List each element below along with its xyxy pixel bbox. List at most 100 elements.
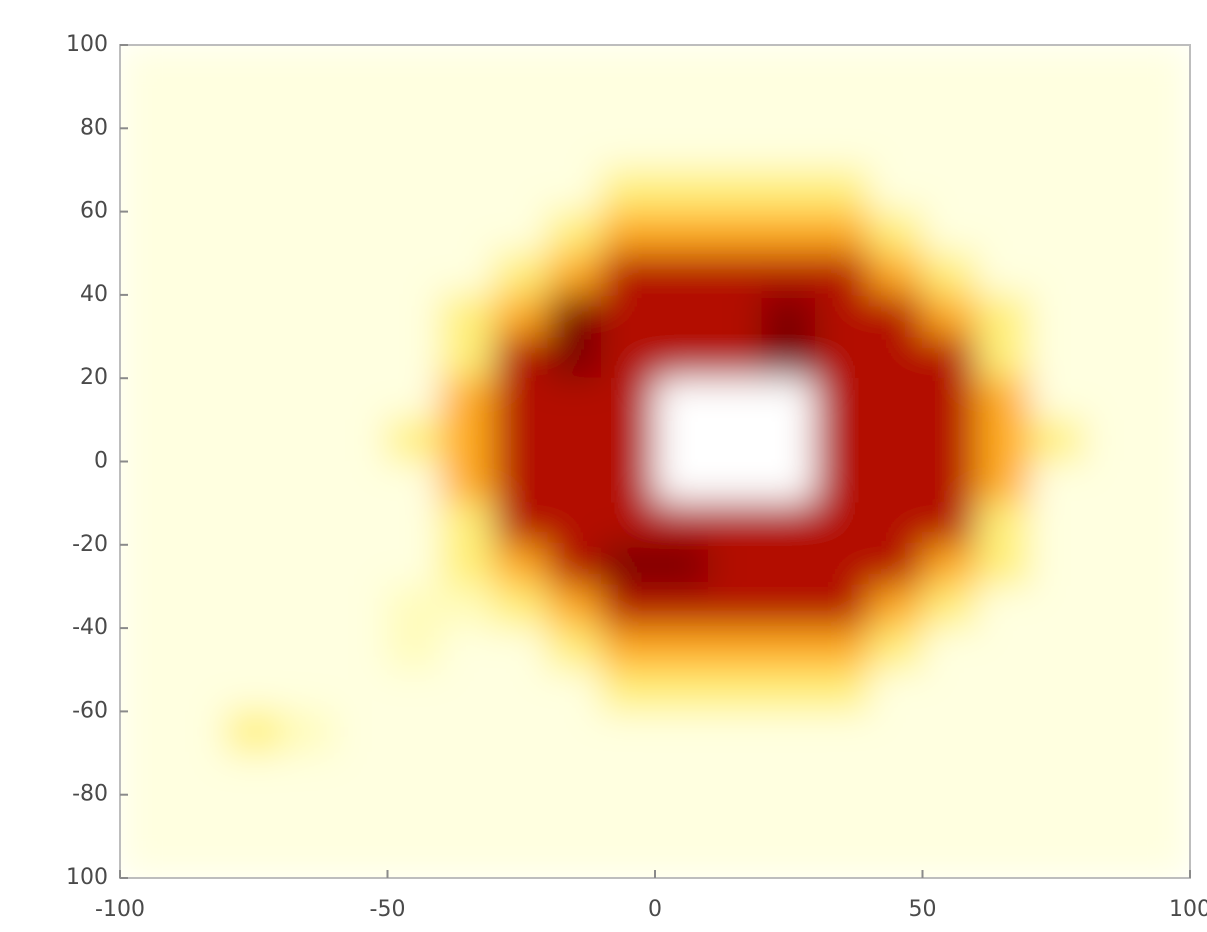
heat-cell bbox=[227, 461, 282, 504]
heat-cell bbox=[922, 253, 977, 296]
heat-cell bbox=[227, 711, 282, 754]
heat-cell bbox=[762, 294, 817, 337]
heat-cell bbox=[387, 378, 442, 421]
heat-cell bbox=[280, 419, 335, 462]
chart: 100-80-60-40-20020406080100-100-50050100 bbox=[0, 0, 1207, 928]
heat-cell bbox=[762, 169, 817, 212]
heat-cell bbox=[334, 211, 389, 254]
heat-cell bbox=[120, 211, 175, 254]
heat-cell bbox=[922, 128, 977, 171]
heat-cell bbox=[1029, 836, 1084, 879]
heat-cell bbox=[334, 45, 389, 88]
heat-cell bbox=[1136, 836, 1191, 879]
heat-cell bbox=[173, 461, 228, 504]
heat-cell bbox=[548, 211, 603, 254]
heat-cell bbox=[1083, 294, 1138, 337]
heat-cell bbox=[494, 461, 549, 504]
heat-cell bbox=[441, 669, 496, 712]
heat-cell bbox=[815, 544, 870, 587]
heat-cell bbox=[869, 419, 924, 462]
heat-cell bbox=[762, 628, 817, 671]
heat-cell bbox=[815, 169, 870, 212]
heat-cell bbox=[655, 169, 710, 212]
heat-cell bbox=[601, 586, 656, 629]
heat-cell bbox=[708, 378, 763, 421]
heat-cell bbox=[227, 45, 282, 88]
heat-cell bbox=[441, 628, 496, 671]
heat-cell bbox=[494, 378, 549, 421]
heat-cell bbox=[1136, 628, 1191, 671]
heat-cell bbox=[120, 253, 175, 296]
heat-cell bbox=[387, 461, 442, 504]
heat-cell bbox=[601, 711, 656, 754]
heat-cell bbox=[1083, 794, 1138, 837]
heat-cell bbox=[815, 211, 870, 254]
heat-cell bbox=[655, 544, 710, 587]
heat-cell bbox=[334, 503, 389, 546]
heat-cell bbox=[494, 836, 549, 879]
heat-cell bbox=[655, 86, 710, 129]
heat-cell bbox=[227, 794, 282, 837]
heat-cell bbox=[280, 378, 335, 421]
heat-cell bbox=[869, 294, 924, 337]
heat-cell bbox=[976, 86, 1031, 129]
heat-cell bbox=[227, 86, 282, 129]
heat-cell bbox=[601, 86, 656, 129]
heat-cell bbox=[387, 503, 442, 546]
heat-cell bbox=[441, 45, 496, 88]
heat-cell bbox=[548, 253, 603, 296]
heat-cell bbox=[922, 461, 977, 504]
heat-cell bbox=[441, 378, 496, 421]
heat-cell bbox=[815, 669, 870, 712]
heat-cell bbox=[1136, 336, 1191, 379]
heat-cell bbox=[548, 86, 603, 129]
heat-cell bbox=[494, 544, 549, 587]
heat-cell bbox=[976, 253, 1031, 296]
heat-cell bbox=[601, 461, 656, 504]
heat-cell bbox=[173, 169, 228, 212]
heat-cell bbox=[922, 836, 977, 879]
heat-cell bbox=[494, 669, 549, 712]
heat-cell bbox=[280, 711, 335, 754]
heat-cell bbox=[922, 794, 977, 837]
heat-cell bbox=[1083, 211, 1138, 254]
heat-cell bbox=[922, 503, 977, 546]
heat-cell bbox=[1083, 169, 1138, 212]
heat-cell bbox=[1083, 45, 1138, 88]
heat-cell bbox=[869, 128, 924, 171]
heat-cell bbox=[762, 503, 817, 546]
heat-cell bbox=[815, 86, 870, 129]
heat-cell bbox=[869, 586, 924, 629]
heat-cell bbox=[227, 753, 282, 796]
heat-cell bbox=[1083, 836, 1138, 879]
heatmap-cells bbox=[120, 45, 1191, 879]
heat-cell bbox=[120, 669, 175, 712]
heat-cell bbox=[548, 753, 603, 796]
heat-cell bbox=[334, 253, 389, 296]
heat-cell bbox=[120, 544, 175, 587]
heat-cell bbox=[120, 86, 175, 129]
heat-cell bbox=[1083, 711, 1138, 754]
heat-cell bbox=[922, 669, 977, 712]
heat-cell bbox=[548, 378, 603, 421]
heatmap bbox=[120, 45, 1191, 879]
heat-cell bbox=[601, 794, 656, 837]
heat-cell bbox=[494, 211, 549, 254]
heat-cell bbox=[1136, 128, 1191, 171]
heat-cell bbox=[762, 211, 817, 254]
heat-cell bbox=[441, 544, 496, 587]
heat-cell bbox=[173, 86, 228, 129]
heat-cell bbox=[280, 253, 335, 296]
heat-cell bbox=[976, 128, 1031, 171]
heat-cell bbox=[976, 794, 1031, 837]
heat-cell bbox=[334, 711, 389, 754]
heat-cell bbox=[227, 628, 282, 671]
heat-cell bbox=[976, 378, 1031, 421]
heat-cell bbox=[227, 586, 282, 629]
heat-cell bbox=[1083, 253, 1138, 296]
heat-cell bbox=[173, 211, 228, 254]
y-tick-label: 20 bbox=[80, 365, 108, 390]
heat-cell bbox=[708, 294, 763, 337]
heat-cell bbox=[762, 753, 817, 796]
heat-cell bbox=[173, 378, 228, 421]
